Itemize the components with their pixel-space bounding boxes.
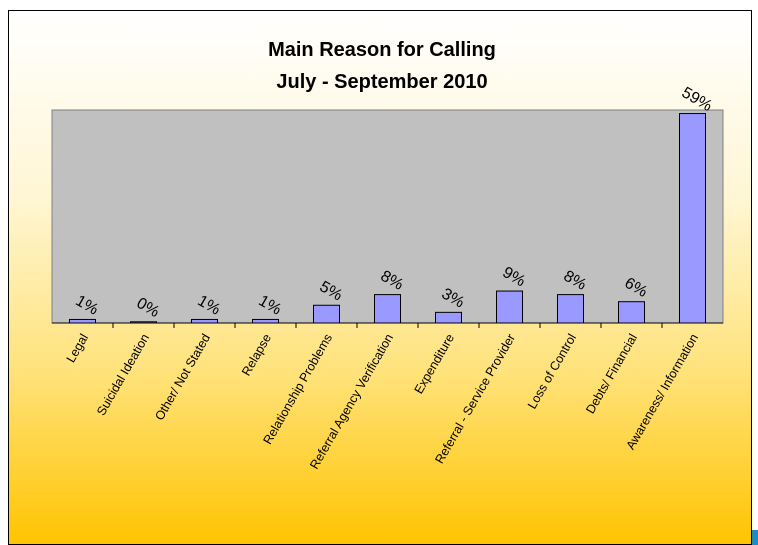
category-label-10: Awareness/ Information bbox=[623, 331, 701, 452]
chart-title-line-2: July - September 2010 bbox=[276, 71, 487, 93]
bar-4 bbox=[313, 304, 340, 324]
bar-3 bbox=[252, 318, 279, 324]
category-label-4: Relationship Problems bbox=[260, 332, 335, 447]
ticks-layer bbox=[52, 322, 723, 328]
category-labels-layer: Legal Suicidal Ideation Other/ Not Stated R… bbox=[64, 331, 701, 471]
bar-0 bbox=[69, 318, 96, 324]
corner-accent bbox=[752, 530, 758, 545]
bar-9 bbox=[618, 301, 645, 324]
category-label-1: Suicidal Ideation bbox=[94, 331, 152, 417]
bar-7 bbox=[496, 290, 523, 324]
bars-layer bbox=[69, 113, 706, 324]
bar-8 bbox=[557, 294, 584, 324]
category-label-0: Legal bbox=[64, 332, 91, 365]
bar-6 bbox=[435, 311, 462, 324]
category-label-3: Relapse bbox=[239, 331, 274, 378]
bar-10 bbox=[679, 113, 706, 324]
category-label-2: Other/ Not Stated bbox=[152, 331, 213, 422]
category-label-9: Debts/ Financial bbox=[583, 332, 640, 417]
category-label-8: Loss of Control bbox=[525, 332, 579, 412]
bar-2 bbox=[191, 318, 218, 324]
category-label-6: Expenditure bbox=[412, 331, 458, 396]
chart-title-line-1: Main Reason for Calling bbox=[268, 39, 496, 61]
bar-5 bbox=[374, 294, 401, 324]
plot-area bbox=[51, 109, 724, 324]
